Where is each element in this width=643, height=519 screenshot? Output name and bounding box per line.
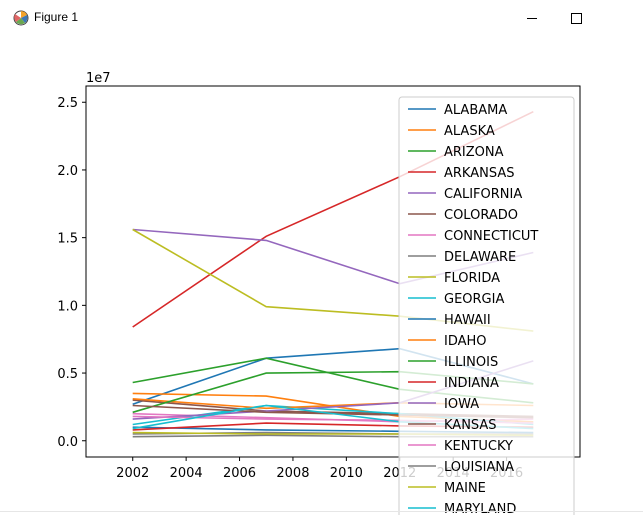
legend-label: ALASKA <box>444 124 495 139</box>
legend-label: INDIANA <box>444 376 499 391</box>
maximize-icon <box>570 12 582 24</box>
axes-frame <box>85 85 581 458</box>
legend-label: KENTUCKY <box>444 439 513 454</box>
x-tick-label: 2010 <box>330 466 363 481</box>
legend: ALABAMA ALASKA ARIZONA ARKANSAS CALIFORNIA CO… <box>398 96 575 519</box>
minimize-icon <box>527 17 537 19</box>
y-tick-label: 2.5 <box>57 96 78 111</box>
legend-label: MARYLAND <box>444 502 516 515</box>
legend-label: HAWAII <box>444 313 491 328</box>
legend-label: ARIZONA <box>444 145 504 160</box>
status-divider <box>0 511 643 512</box>
y-axis: 0.0 0.5 1.0 1.5 2.0 2.5 <box>57 96 86 450</box>
figure-canvas: 20022004200620082010201220142016 0.00.51… <box>0 36 643 519</box>
maximize-button[interactable] <box>553 0 599 36</box>
matplotlib-figure-icon <box>13 10 29 26</box>
legend-label: IOWA <box>444 397 479 412</box>
y-offset-label: 1e7 <box>86 71 111 86</box>
legend-label: ALABAMA <box>444 103 507 118</box>
x-tick-label: 2002 <box>116 466 149 481</box>
line-chart: 20022004200620082010201220142016 0.00.51… <box>57 71 581 519</box>
y-tick-label: 0.0 <box>57 435 78 450</box>
x-tick-label: 2008 <box>276 466 309 481</box>
y-tick-label: 2.0 <box>57 164 78 179</box>
legend-label: FLORIDA <box>444 271 500 286</box>
window-title: Figure 1 <box>34 10 79 24</box>
x-tick-label: 2006 <box>223 466 256 481</box>
legend-label: KANSAS <box>444 418 497 433</box>
legend-label: IDAHO <box>444 334 487 349</box>
legend-label: MAINE <box>444 481 486 496</box>
y-tick-label: 1.5 <box>57 232 78 247</box>
legend-label: ILLINOIS <box>444 355 498 370</box>
legend-box <box>398 96 575 519</box>
legend-label: DELAWARE <box>444 250 516 265</box>
legend-label: CONNECTICUT <box>444 229 538 244</box>
legend-label: CALIFORNIA <box>444 187 522 202</box>
y-tick-label: 1.0 <box>57 299 78 314</box>
legend-label: ARKANSAS <box>444 166 514 181</box>
legend-label: COLORADO <box>444 208 518 223</box>
legend-label: LOUISIANA <box>444 460 514 475</box>
y-tick-label: 0.5 <box>57 367 78 382</box>
window-titlebar: Figure 1 <box>0 0 643 36</box>
minimize-button[interactable] <box>509 0 555 36</box>
legend-label: GEORGIA <box>444 292 504 307</box>
x-tick-label: 2004 <box>170 466 203 481</box>
